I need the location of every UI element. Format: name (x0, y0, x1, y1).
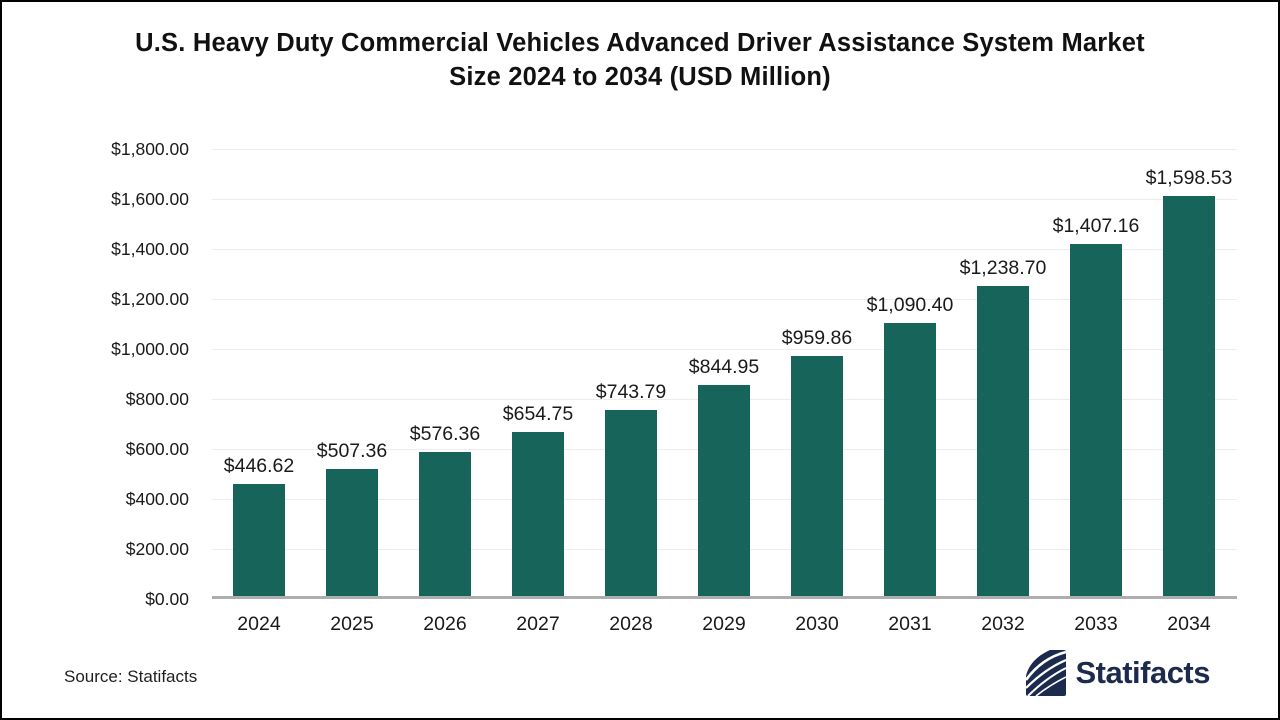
value-label-2024: $446.62 (223, 455, 295, 478)
x-tick-label-2034: 2034 (1167, 613, 1211, 635)
y-axis-labels: $0.00 $200.00 $400.00 $600.00 $800.00 $1,000.… (2, 139, 189, 609)
value-label-2029: $844.95 (688, 355, 760, 378)
statifacts-logo-icon (1026, 650, 1067, 696)
x-tick-label-2031: 2031 (888, 613, 932, 635)
bar-2030 (791, 356, 843, 596)
value-label-2027: $654.75 (502, 403, 574, 426)
bar-2024 (233, 484, 285, 596)
x-tick-label-2032: 2032 (981, 613, 1025, 635)
value-label-2034: $1,598.53 (1145, 167, 1233, 190)
chart-title: U.S. Heavy Duty Commercial Vehicles Adva… (42, 26, 1238, 94)
x-tick-label-2030: 2030 (795, 613, 839, 635)
gridline (212, 299, 1237, 300)
y-tick-label: $1,600.00 (111, 189, 189, 209)
bar-2032 (977, 286, 1029, 596)
chart-title-line1: U.S. Heavy Duty Commercial Vehicles Adva… (135, 29, 1145, 57)
x-tick-label-2028: 2028 (609, 613, 653, 635)
plot-area: $446.62 $507.36 $576.36 $654.75 $743.79 $844.… (212, 149, 1237, 635)
statifacts-logo-text: Statifacts (1075, 655, 1210, 690)
y-tick-label: $0.00 (145, 589, 189, 609)
y-tick-label: $1,400.00 (111, 239, 189, 259)
bar-2026 (419, 451, 471, 596)
value-label-2025: $507.36 (316, 440, 388, 463)
x-tick-label-2029: 2029 (702, 613, 746, 635)
chart-title-line2: Size 2024 to 2034 (USD Million) (449, 63, 831, 91)
bar-2029 (698, 384, 750, 596)
x-tick-label-2027: 2027 (516, 613, 560, 635)
value-label-2031: $1,090.40 (866, 294, 954, 317)
y-tick-label: $800.00 (125, 389, 189, 409)
bar-2027 (512, 432, 564, 596)
x-tick-label-2026: 2026 (423, 613, 467, 635)
gridline (212, 249, 1237, 250)
value-label-2026: $576.36 (409, 422, 481, 445)
bar-2031 (884, 323, 936, 596)
y-tick-label: $600.00 (125, 439, 189, 459)
x-tick-label-2025: 2025 (330, 613, 374, 635)
gridline (212, 149, 1237, 150)
value-label-2028: $743.79 (595, 381, 667, 404)
x-tick-label-2024: 2024 (237, 613, 281, 635)
y-tick-label: $400.00 (125, 489, 189, 509)
gridline (212, 199, 1237, 200)
gridline (212, 349, 1237, 350)
source-text: Source: Statifacts (64, 667, 198, 686)
statifacts-logo: Statifacts (1026, 650, 1210, 696)
y-tick-label: $1,200.00 (111, 289, 189, 309)
y-tick-label: $1,000.00 (111, 339, 189, 359)
bar-2025 (326, 469, 378, 596)
x-tick-label-2033: 2033 (1074, 613, 1118, 635)
value-label-2032: $1,238.70 (959, 257, 1047, 280)
bar-2028 (605, 410, 657, 596)
y-tick-label: $200.00 (125, 539, 189, 559)
y-tick-label: $1,800.00 (111, 139, 189, 159)
value-label-2030: $959.86 (781, 327, 853, 350)
value-label-2033: $1,407.16 (1052, 215, 1140, 238)
bar-2033 (1070, 244, 1122, 596)
bar-2034 (1163, 196, 1215, 596)
